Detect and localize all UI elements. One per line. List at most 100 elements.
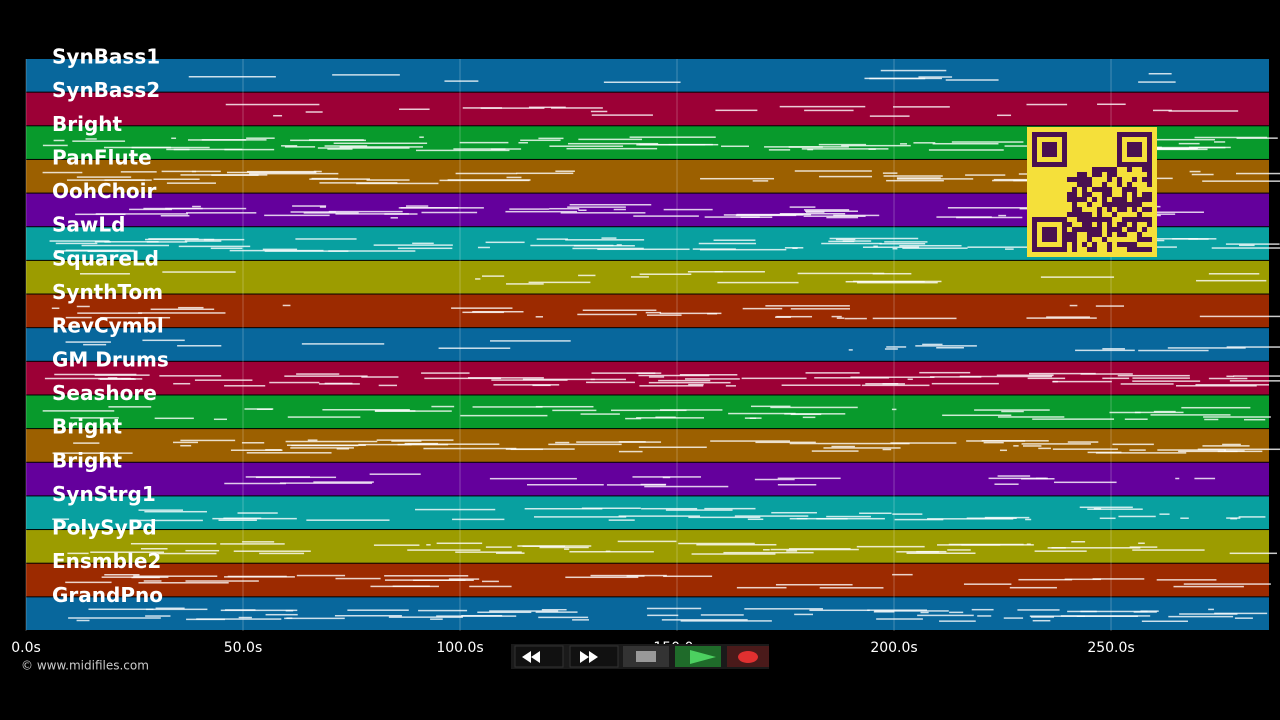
note [977,615,992,617]
qr-cell [1107,187,1112,192]
note [916,550,947,553]
note [1052,380,1058,383]
note [42,410,115,412]
qr-cell [1042,147,1047,152]
track-band [26,496,1269,530]
note [327,148,353,150]
qr-cell [1137,132,1142,137]
note [721,145,749,148]
forward-button[interactable] [569,645,619,668]
note [1123,138,1215,141]
qr-cell [1087,247,1092,252]
note [535,316,543,318]
qr-cell [1102,187,1107,192]
note [291,444,359,447]
note [265,449,282,451]
note [120,171,157,173]
rewind-button[interactable] [514,645,564,668]
note [755,441,816,444]
qr-cell [1132,242,1137,247]
note [145,608,208,611]
note [679,374,738,376]
record-button[interactable] [727,646,769,667]
note [1099,517,1116,520]
note [920,611,929,614]
note [1004,248,1014,250]
note [1226,517,1241,519]
qr-cell [1127,147,1132,152]
note [984,516,1030,519]
x-tick-label: 250.0s [1087,640,1134,656]
note [959,375,1053,378]
note [1129,546,1158,548]
stop-button[interactable] [623,646,669,667]
note [937,544,1001,546]
note [645,311,662,314]
qr-cell [1032,147,1037,152]
note [187,139,247,141]
note [1102,377,1130,380]
qr-cell [1147,132,1152,137]
note [505,448,575,450]
note [1051,547,1141,549]
track-band [26,59,1269,92]
note [882,172,898,174]
note [203,238,245,241]
note [998,214,1007,217]
note [143,580,162,582]
qr-cell [1117,162,1122,167]
qr-cell [1112,212,1117,217]
note [1140,610,1159,612]
note [569,203,652,206]
qr-cell [1132,192,1137,197]
note [983,441,1004,444]
note [786,550,798,552]
note [370,585,439,588]
qr-cell [1097,207,1102,212]
track-label: SawLd [52,213,125,237]
note [867,609,928,611]
note [134,519,203,522]
qr-cell [1032,137,1037,142]
note [876,618,923,620]
note [725,385,736,387]
note [452,518,505,521]
qr-cell [1137,247,1142,252]
track-band [26,395,1269,429]
note [290,139,366,142]
note [287,416,361,418]
qr-cell [1132,222,1137,227]
qr-cell [1077,197,1082,202]
play-button[interactable] [675,646,721,667]
note [636,372,662,374]
note [802,416,816,419]
note [415,508,496,511]
qr-cell [1147,197,1152,202]
qr-cell [1132,142,1137,147]
note [625,417,642,420]
qr-cell [1052,132,1057,137]
note [296,574,346,577]
x-tick-label: 100.0s [436,640,483,656]
qr-cell [1107,202,1112,207]
note [210,247,243,250]
note [536,238,568,240]
note [880,69,947,72]
qr-cell [1072,237,1077,242]
note [246,452,332,454]
qr-cell [1097,167,1102,172]
note [469,585,512,588]
note [641,507,698,510]
note [803,209,850,211]
note [1134,411,1184,414]
qr-cell [1137,232,1142,237]
qr-cell [1042,217,1047,222]
qr-cell [1047,147,1052,152]
qr-cell [1097,222,1102,227]
note [233,550,311,552]
note [1009,586,1057,589]
note [520,139,561,142]
note [80,273,130,275]
note [779,105,866,108]
note [322,409,410,411]
